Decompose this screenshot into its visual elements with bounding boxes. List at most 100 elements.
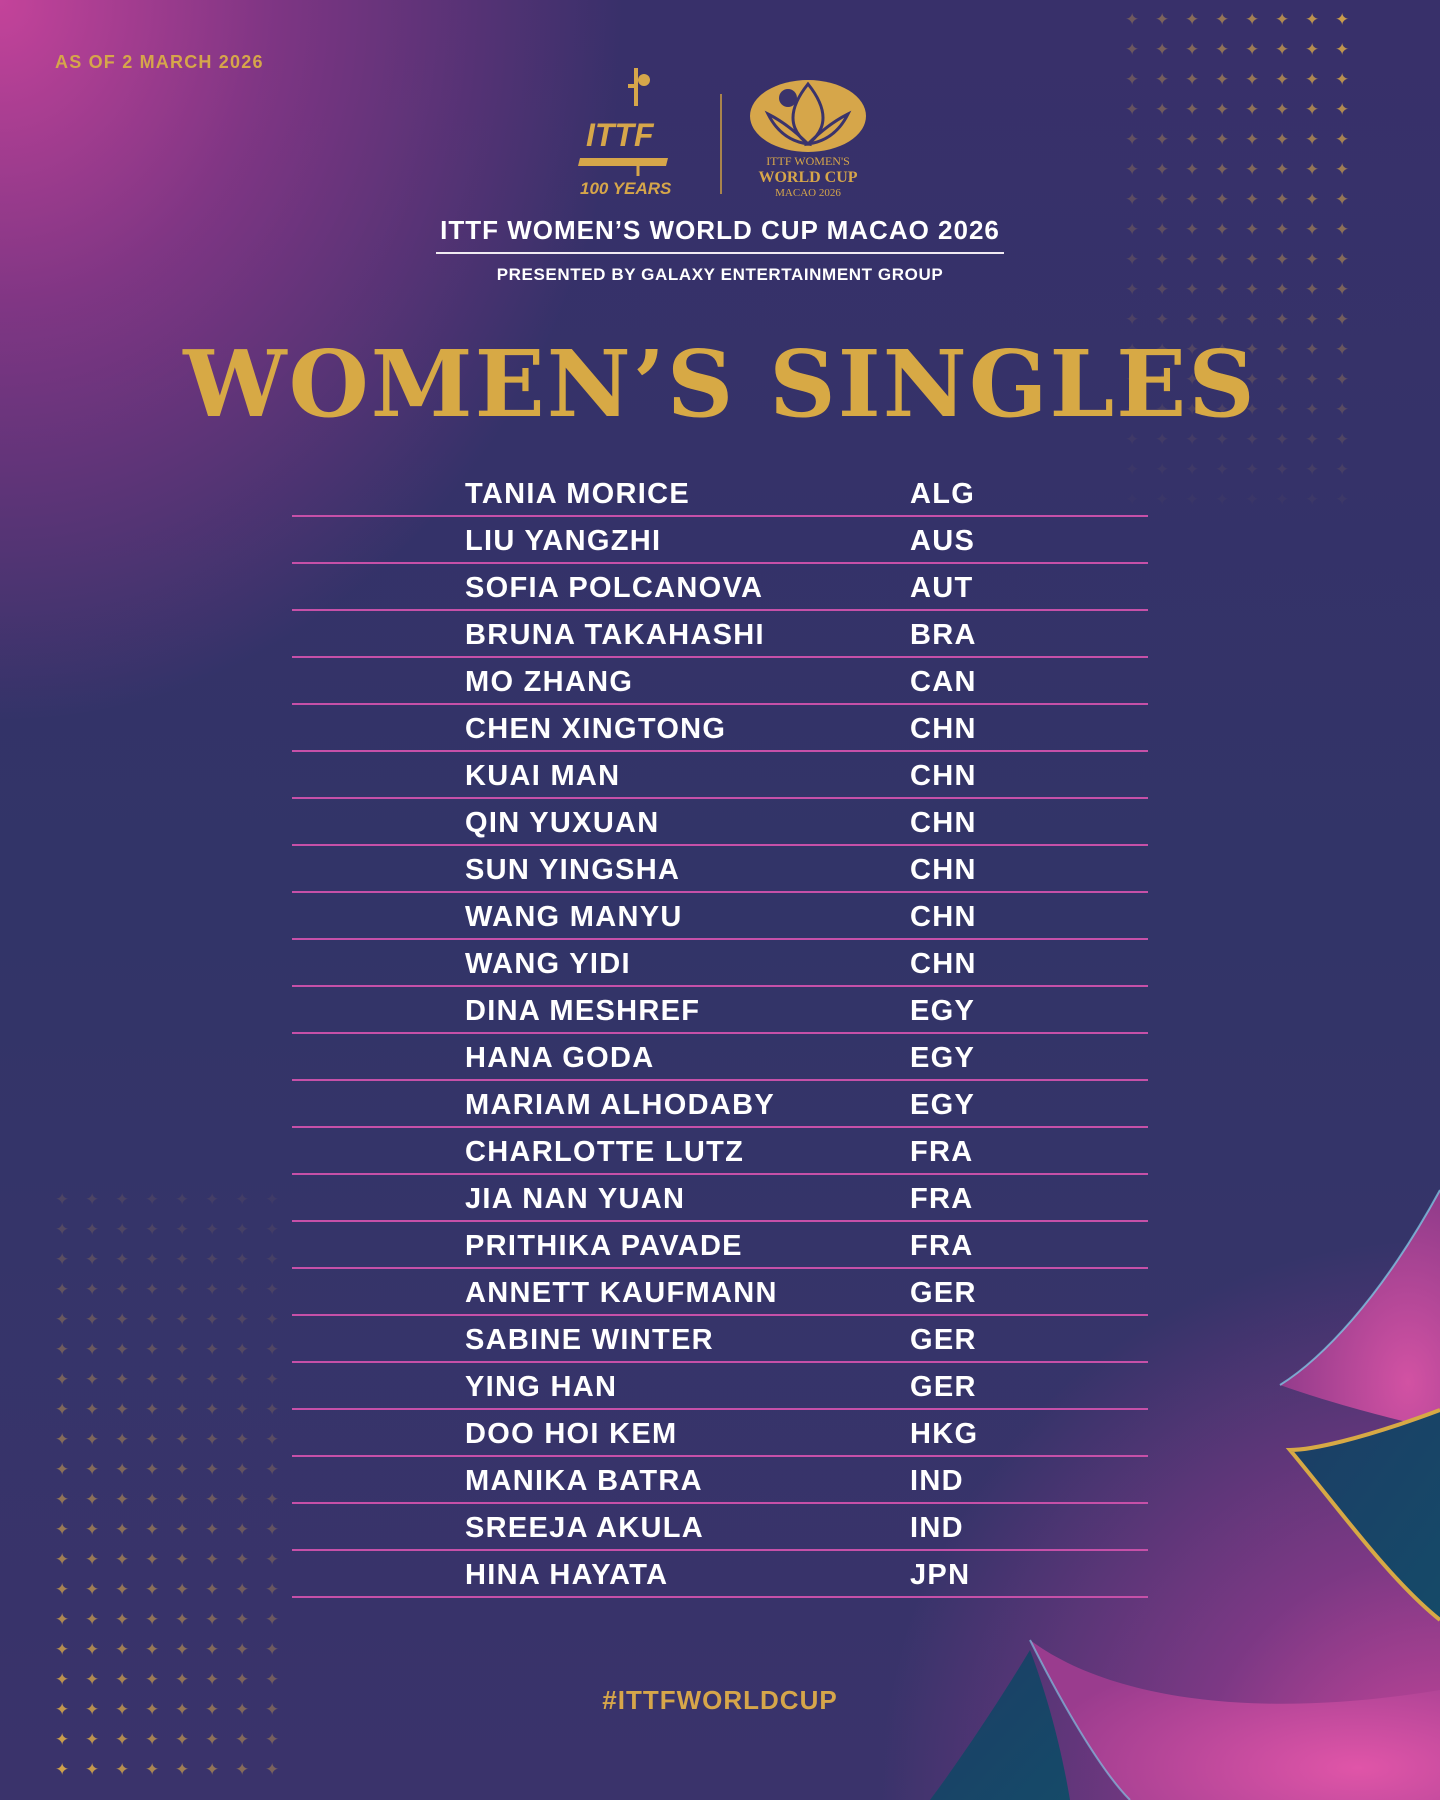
player-country: EGY xyxy=(910,995,976,1027)
decorative-star-dot: ✦ xyxy=(55,1610,70,1630)
decorative-star-dot: ✦ xyxy=(115,1280,130,1300)
decorative-star-dot: ✦ xyxy=(1215,250,1230,270)
decorative-star-dot: ✦ xyxy=(1185,400,1200,420)
decorative-star-dot: ✦ xyxy=(1335,190,1350,210)
decorative-star-dot: ✦ xyxy=(1245,70,1260,90)
decorative-star-dot: ✦ xyxy=(55,1490,70,1510)
decorative-star-dot: ✦ xyxy=(115,1730,130,1750)
svg-text:WORLD CUP: WORLD CUP xyxy=(758,169,857,186)
decorative-star-dot: ✦ xyxy=(1125,220,1140,240)
decorative-star-dot: ✦ xyxy=(175,1760,190,1780)
decorative-star-dot: ✦ xyxy=(1215,280,1230,300)
decorative-star-dot: ✦ xyxy=(1215,160,1230,180)
player-row: QIN YUXUAN CHN xyxy=(292,799,1148,846)
decorative-star-dot: ✦ xyxy=(115,1670,130,1690)
decorative-star-dot: ✦ xyxy=(1125,160,1140,180)
decorative-star-dot: ✦ xyxy=(1125,462,1139,479)
decorative-star-dot: ✦ xyxy=(85,1640,100,1660)
logo-row: ITTF 100 YEARS ITTF WOMEN'S WORLD CUP MA… xyxy=(0,66,1440,199)
decorative-star-dot: ✦ xyxy=(1275,70,1290,90)
player-name: DOO HOI KEM xyxy=(465,1418,678,1450)
player-country: AUS xyxy=(910,525,976,557)
decorative-star-dot: ✦ xyxy=(115,1550,130,1570)
svg-text:100 YEARS: 100 YEARS xyxy=(580,179,672,196)
decorative-star-dot: ✦ xyxy=(55,1370,70,1390)
decorative-star-dot: ✦ xyxy=(205,1220,220,1240)
decorative-star-dot: ✦ xyxy=(1155,310,1170,330)
decorative-star-dot: ✦ xyxy=(265,1610,280,1630)
decorative-star-dot: ✦ xyxy=(1185,160,1200,180)
player-row: MANIKA BATRA IND xyxy=(292,1457,1148,1504)
decorative-star-dot: ✦ xyxy=(55,1400,70,1420)
decorative-star-dot: ✦ xyxy=(145,1400,160,1420)
decorative-star-dot: ✦ xyxy=(145,1460,160,1480)
decorative-star-dot: ✦ xyxy=(1215,492,1229,509)
player-name: CHARLOTTE LUTZ xyxy=(465,1136,745,1168)
decorative-star-dot: ✦ xyxy=(1215,370,1230,390)
decorative-star-dot: ✦ xyxy=(265,1190,280,1210)
decorative-star-dot: ✦ xyxy=(235,1760,250,1780)
decorative-star-dot: ✦ xyxy=(1305,460,1320,480)
decorative-star-dot: ✦ xyxy=(1335,220,1350,240)
decorative-star-dot: ✦ xyxy=(235,1520,250,1540)
decorative-star-dot: ✦ xyxy=(55,1700,70,1720)
decorative-star-dot: ✦ xyxy=(1275,460,1290,480)
player-name: DINA MESHREF xyxy=(465,995,701,1027)
decorative-star-dot: ✦ xyxy=(1245,190,1260,210)
decorative-star-dot: ✦ xyxy=(115,1640,130,1660)
decorative-star-dot: ✦ xyxy=(205,1460,220,1480)
decorative-star-dot: ✦ xyxy=(85,1190,100,1210)
decorative-star-dot: ✦ xyxy=(145,1430,160,1450)
decorative-star-dot: ✦ xyxy=(55,1760,70,1780)
decorative-star-dot: ✦ xyxy=(1185,280,1200,300)
player-name: QIN YUXUAN xyxy=(465,807,660,839)
decorative-star-dot: ✦ xyxy=(1125,430,1140,450)
decorative-star-dot: ✦ xyxy=(1125,400,1140,420)
decorative-star-dot: ✦ xyxy=(235,1310,250,1330)
player-name: SUN YINGSHA xyxy=(465,854,681,886)
decorative-star-dot: ✦ xyxy=(1215,70,1230,90)
decorative-star-dot: ✦ xyxy=(175,1670,190,1690)
decorative-star-dot: ✦ xyxy=(235,1580,250,1600)
decorative-star-dot: ✦ xyxy=(55,1640,70,1660)
decorative-star-dot: ✦ xyxy=(265,1220,280,1240)
decorative-star-dot: ✦ xyxy=(145,1670,160,1690)
decorative-star-dot: ✦ xyxy=(85,1670,100,1690)
decorative-star-dot: ✦ xyxy=(1185,370,1200,390)
decorative-star-dot: ✦ xyxy=(1185,340,1200,360)
player-name: WANG YIDI xyxy=(465,948,631,980)
decorative-star-dot: ✦ xyxy=(1335,160,1350,180)
decorative-star-dot: ✦ xyxy=(1185,460,1200,480)
decorative-star-dot: ✦ xyxy=(1155,10,1170,30)
decorative-star-dot: ✦ xyxy=(1185,100,1200,120)
player-row: SUN YINGSHA CHN xyxy=(292,846,1148,893)
decorative-star-dot: ✦ xyxy=(265,1520,280,1540)
decorative-star-dot: ✦ xyxy=(1155,460,1170,480)
player-row: HANA GODA EGY xyxy=(292,1034,1148,1081)
ittf-100-years-logo: ITTF 100 YEARS xyxy=(578,68,672,196)
decorative-star-dot: ✦ xyxy=(1335,340,1350,360)
decorative-star-dot: ✦ xyxy=(85,1250,100,1270)
decorative-star-dot: ✦ xyxy=(1275,280,1290,300)
decorative-star-dot: ✦ xyxy=(1215,40,1230,60)
decorative-star-dot: ✦ xyxy=(115,1340,130,1360)
decorative-star-dot: ✦ xyxy=(1215,430,1230,450)
decorative-star-dot: ✦ xyxy=(265,1730,280,1750)
player-name: HINA HAYATA xyxy=(465,1559,669,1591)
player-row: SOFIA POLCANOVA AUT xyxy=(292,564,1148,611)
player-country: CHN xyxy=(910,901,977,933)
decorative-star-dot: ✦ xyxy=(145,1520,160,1540)
decorative-star-dot: ✦ xyxy=(1305,310,1320,330)
decorative-star-dot: ✦ xyxy=(1215,130,1230,150)
decorative-star-dot: ✦ xyxy=(115,1610,130,1630)
decorative-star-dot: ✦ xyxy=(145,1280,160,1300)
decorative-star-dot: ✦ xyxy=(235,1490,250,1510)
decorative-star-dot: ✦ xyxy=(1335,130,1350,150)
decorative-star-dot: ✦ xyxy=(115,1490,130,1510)
decorative-star-dot: ✦ xyxy=(235,1370,250,1390)
decorative-star-dot: ✦ xyxy=(1245,40,1260,60)
decorative-star-dot: ✦ xyxy=(175,1370,190,1390)
decorative-star-dot: ✦ xyxy=(1125,190,1140,210)
decorative-star-dot: ✦ xyxy=(235,1190,250,1210)
decorative-star-dot: ✦ xyxy=(1155,340,1170,360)
